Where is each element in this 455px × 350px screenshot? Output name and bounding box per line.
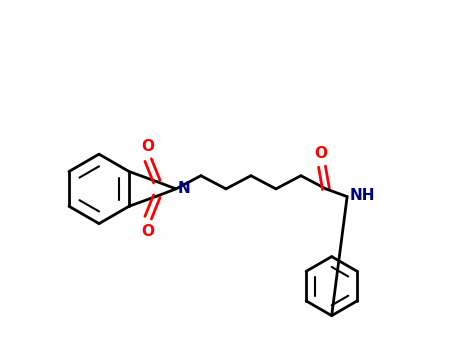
Text: N: N xyxy=(177,181,190,196)
Text: O: O xyxy=(314,146,327,161)
Text: NH: NH xyxy=(350,188,375,203)
Text: O: O xyxy=(142,224,155,239)
Text: O: O xyxy=(142,139,155,154)
